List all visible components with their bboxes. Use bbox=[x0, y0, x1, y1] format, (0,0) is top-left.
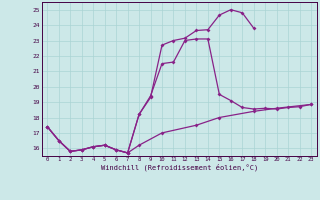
X-axis label: Windchill (Refroidissement éolien,°C): Windchill (Refroidissement éolien,°C) bbox=[100, 164, 258, 171]
